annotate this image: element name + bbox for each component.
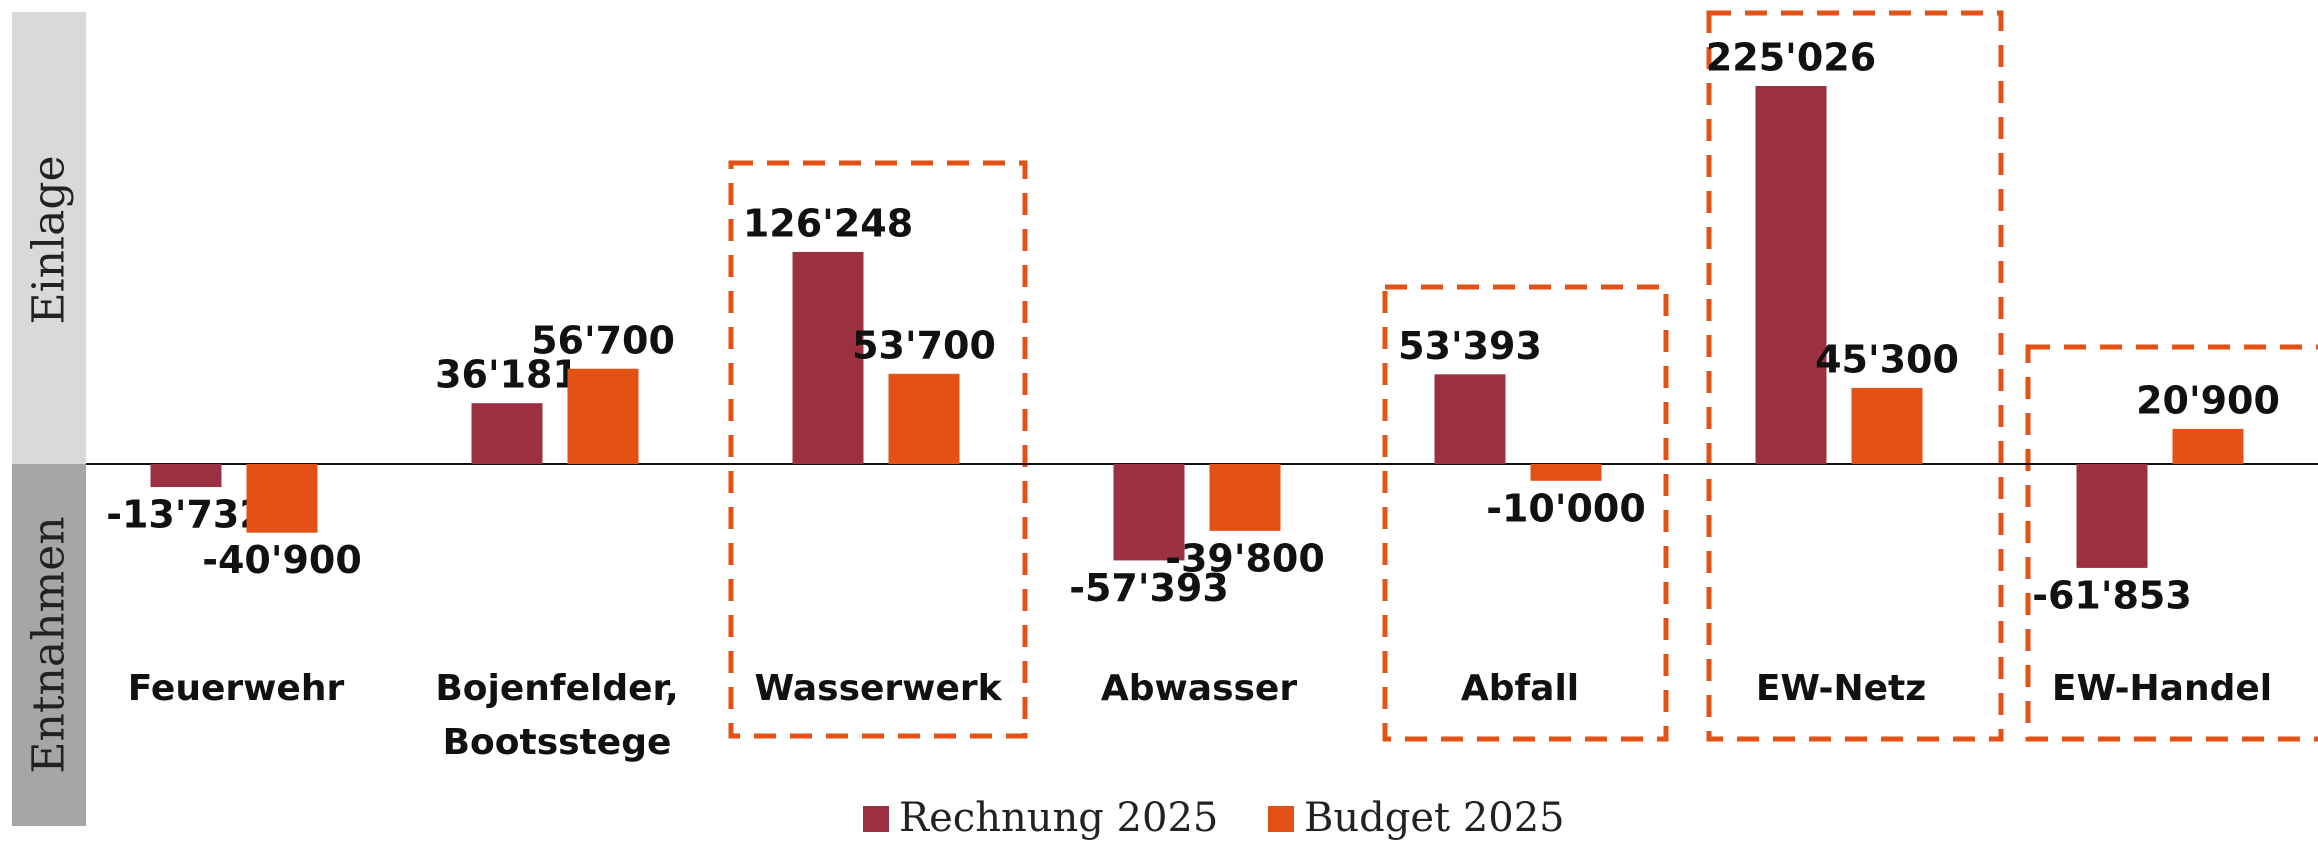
highlight-box: [728, 160, 1028, 739]
bar: [567, 368, 639, 464]
bar: [1755, 86, 1827, 464]
bar: [1209, 464, 1281, 531]
bar: [2172, 428, 2244, 464]
side-label: Entnahmen: [24, 516, 75, 773]
legend-swatch: [1268, 806, 1294, 832]
value-label: 126'248: [743, 201, 913, 245]
value-label: 56'700: [531, 318, 675, 362]
value-label: 225'026: [1706, 36, 1876, 80]
legend-swatch: [863, 806, 889, 832]
value-label: -13'732: [106, 493, 266, 537]
category-label: EW-Netz: [1756, 668, 1926, 709]
value-label: 20'900: [2136, 378, 2280, 422]
value-label: 53'393: [1398, 324, 1542, 368]
value-label: 53'700: [852, 323, 996, 367]
legend-label: Rechnung 2025: [899, 795, 1218, 841]
category-label: Feuerwehr: [128, 668, 345, 709]
bar: [471, 403, 543, 464]
bar: [888, 373, 960, 464]
category-label: Wasserwerk: [754, 668, 1002, 709]
highlight-box: [1382, 284, 1669, 742]
bar: [150, 464, 222, 488]
highlight-box: [2025, 344, 2318, 742]
negative-band: [12, 464, 86, 826]
highlight-box: [1706, 10, 2004, 742]
value-label: 36'181: [435, 353, 579, 397]
bar: [246, 464, 318, 533]
bar: [792, 251, 864, 464]
category-label: EW-Handel: [2052, 668, 2272, 709]
bar: [1434, 374, 1506, 464]
bar: [1851, 387, 1923, 464]
category-label: Abwasser: [1101, 668, 1297, 709]
value-label: -61'853: [2032, 573, 2192, 617]
category-label: Abfall: [1461, 668, 1579, 709]
value-label: -40'900: [202, 538, 362, 582]
value-label: -10'000: [1486, 486, 1646, 530]
value-label: -57'393: [1069, 566, 1229, 610]
category-label: Bojenfelder, Bootsstege: [435, 668, 678, 763]
bar: [1113, 464, 1185, 561]
side-label: Einlage: [24, 155, 75, 324]
value-label: 45'300: [1815, 337, 1959, 381]
value-label: -39'800: [1165, 536, 1325, 580]
bar: [2076, 464, 2148, 568]
positive-band: [12, 12, 86, 464]
legend-label: Budget 2025: [1304, 795, 1565, 841]
bar: [1530, 464, 1602, 481]
